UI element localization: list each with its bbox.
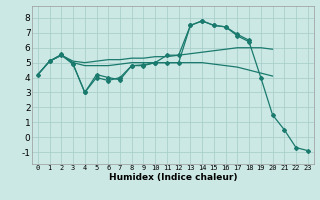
X-axis label: Humidex (Indice chaleur): Humidex (Indice chaleur)	[108, 173, 237, 182]
